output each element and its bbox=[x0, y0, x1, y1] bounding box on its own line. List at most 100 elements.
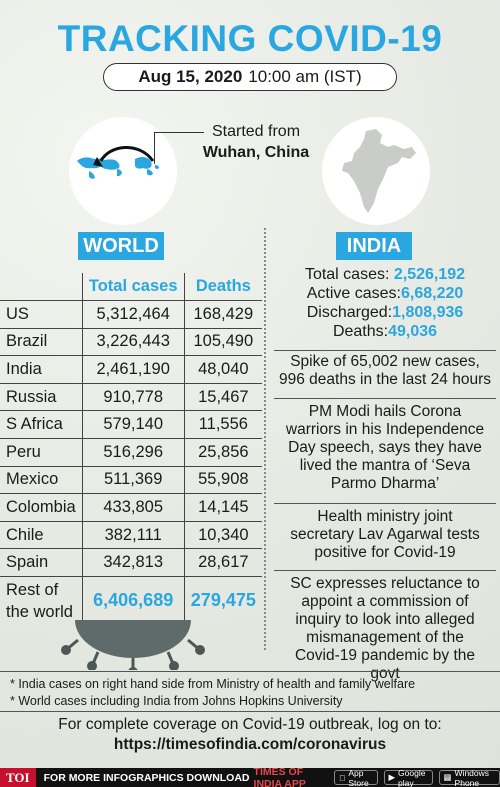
country-cell: India bbox=[0, 355, 83, 384]
coverage-line: For complete coverage on Covid-19 outbre… bbox=[58, 716, 442, 733]
windows-phone-badge[interactable]: ▦ Windows Phone bbox=[438, 767, 500, 787]
app-store-badge[interactable]: App Store bbox=[333, 767, 378, 787]
table-row: Chile 382,111 10,340 bbox=[0, 520, 262, 550]
deaths-cell: 10,340 bbox=[183, 520, 262, 550]
table-row: Colombia 433,805 14,145 bbox=[0, 493, 262, 522]
table-row: India 2,461,190 48,040 bbox=[0, 355, 262, 384]
india-label: INDIA bbox=[336, 232, 412, 260]
country-cell: Russia bbox=[0, 382, 83, 412]
india-stats: Total cases: 2,526,192 Active cases:6,68… bbox=[270, 265, 500, 341]
origin-label: Started from Wuhan, China bbox=[196, 121, 316, 163]
country-cell: Peru bbox=[0, 438, 83, 467]
deaths-cell: 279,475 bbox=[183, 576, 262, 625]
store-label: App Store bbox=[343, 767, 368, 787]
cases-cell: 910,778 bbox=[81, 382, 185, 412]
cases-cell: 382,111 bbox=[81, 520, 185, 550]
coronavirus-icon bbox=[61, 620, 205, 670]
deaths-cell: 55,908 bbox=[183, 465, 262, 495]
footnote: * India cases on right hand side from Mi… bbox=[10, 677, 416, 691]
deaths-cell: 105,490 bbox=[183, 327, 262, 357]
cases-cell: 511,369 bbox=[81, 465, 185, 495]
india-stat-value: 49,036 bbox=[388, 323, 438, 340]
india-map-image bbox=[322, 117, 430, 225]
deaths-cell: 15,467 bbox=[183, 382, 262, 412]
table-row: US 5,312,464 168,429 bbox=[0, 300, 262, 329]
india-stat-value: 6,68,220 bbox=[400, 285, 464, 302]
world-map-image bbox=[69, 117, 177, 225]
coverage-note: For complete coverage on Covid-19 outbre… bbox=[0, 711, 500, 755]
table-row: Russia 910,778 15,467 bbox=[0, 382, 262, 412]
origin-line2: Wuhan, China bbox=[202, 144, 310, 161]
rest-label-line1: Rest of bbox=[6, 580, 59, 599]
table-row: Mexico 511,369 55,908 bbox=[0, 465, 262, 495]
india-stat-value: 1,808,936 bbox=[392, 304, 464, 321]
country-cell: Mexico bbox=[0, 465, 83, 495]
india-stat-label: Discharged: bbox=[306, 304, 393, 321]
india-stat-row: Deaths:49,036 bbox=[270, 322, 500, 341]
news-item: Health ministry joint secretary Lav Agar… bbox=[274, 503, 496, 562]
india-map-icon bbox=[342, 129, 416, 213]
country-cell: US bbox=[0, 300, 83, 329]
table-row: Brazil 3,226,443 105,490 bbox=[0, 327, 262, 357]
news-item: SC expresses reluctance to appoint a com… bbox=[274, 570, 496, 683]
table-header-blank bbox=[0, 273, 83, 302]
store-label: Windows Phone bbox=[453, 767, 489, 787]
india-stat-label: Active cases: bbox=[306, 285, 401, 302]
cases-cell: 5,312,464 bbox=[81, 300, 185, 329]
coverage-link[interactable]: https://timesofindia.com/coronavirus bbox=[113, 736, 387, 753]
callout-line bbox=[154, 132, 155, 164]
india-stat-value: 2,526,192 bbox=[393, 266, 466, 283]
table-row-rest: Rest of the world 6,406,689 279,475 bbox=[0, 576, 262, 625]
country-cell: Chile bbox=[0, 520, 83, 550]
cases-cell: 433,805 bbox=[81, 493, 185, 522]
deaths-cell: 11,556 bbox=[183, 410, 262, 440]
table-row: Spain 342,813 28,617 bbox=[0, 548, 262, 578]
bottom-bar-app: TIMES OF INDIA APP bbox=[253, 765, 306, 787]
cases-cell: 6,406,689 bbox=[81, 576, 185, 625]
deaths-cell: 14,145 bbox=[183, 493, 262, 522]
news-item: Spike of 65,002 new cases, 996 deaths in… bbox=[274, 350, 496, 389]
world-map-icon bbox=[77, 146, 159, 179]
deaths-cell: 168,429 bbox=[183, 300, 262, 329]
header-deaths: Deaths bbox=[183, 273, 262, 302]
india-stat-row: Discharged:1,808,936 bbox=[270, 303, 500, 322]
apple-icon:  bbox=[339, 773, 345, 783]
time-text: 10:00 am (IST) bbox=[248, 67, 362, 86]
cases-cell: 342,813 bbox=[81, 548, 185, 578]
world-table: Total cases Deaths US 5,312,464 168,429 Bra… bbox=[0, 273, 262, 625]
windows-icon: ▦ bbox=[442, 772, 452, 782]
deaths-cell: 28,617 bbox=[183, 548, 262, 578]
india-stat-label: Deaths: bbox=[332, 323, 389, 340]
table-header-row: Total cases Deaths bbox=[0, 273, 262, 302]
deaths-cell: 25,856 bbox=[183, 438, 262, 467]
callout-line bbox=[154, 132, 204, 133]
store-label: Google play bbox=[395, 767, 425, 787]
world-table-body: US 5,312,464 168,429 Brazil 3,226,443 105,490… bbox=[0, 300, 262, 625]
google-play-badge[interactable]: ▶ Google play bbox=[383, 767, 433, 787]
play-icon: ▶ bbox=[386, 772, 396, 782]
bottom-bar: TOI FOR MORE INFOGRAPHICS DOWNLOAD TIMES… bbox=[0, 765, 500, 787]
footnote: * World cases including India from Johns… bbox=[10, 694, 343, 708]
news-item: PM Modi hails Corona warriors in his Ind… bbox=[274, 398, 496, 493]
virus-illustration bbox=[58, 620, 208, 670]
world-label: WORLD bbox=[78, 232, 164, 260]
cases-cell: 516,296 bbox=[81, 438, 185, 467]
column-divider bbox=[264, 228, 266, 650]
country-cell: Rest of the world bbox=[0, 576, 83, 625]
table-row: S Africa 579,140 11,556 bbox=[0, 410, 262, 440]
table-row: Peru 516,296 25,856 bbox=[0, 438, 262, 467]
country-cell: Spain bbox=[0, 548, 83, 578]
country-cell: Brazil bbox=[0, 327, 83, 357]
date-text: Aug 15, 2020 bbox=[138, 67, 243, 86]
india-stat-row: Active cases:6,68,220 bbox=[270, 284, 500, 303]
header-total-cases: Total cases bbox=[81, 273, 185, 302]
country-cell: S Africa bbox=[0, 410, 83, 440]
footnotes: * India cases on right hand side from Mi… bbox=[0, 671, 500, 710]
india-stat-row: Total cases: 2,526,192 bbox=[270, 265, 500, 284]
date-pill: Aug 15, 2020 10:00 am (IST) bbox=[103, 63, 397, 91]
origin-line1: Started from bbox=[211, 123, 301, 140]
cases-cell: 2,461,190 bbox=[81, 355, 185, 384]
deaths-cell: 48,040 bbox=[183, 355, 262, 384]
rest-label-line2: the world bbox=[6, 602, 73, 621]
toi-logo: TOI bbox=[0, 768, 36, 787]
